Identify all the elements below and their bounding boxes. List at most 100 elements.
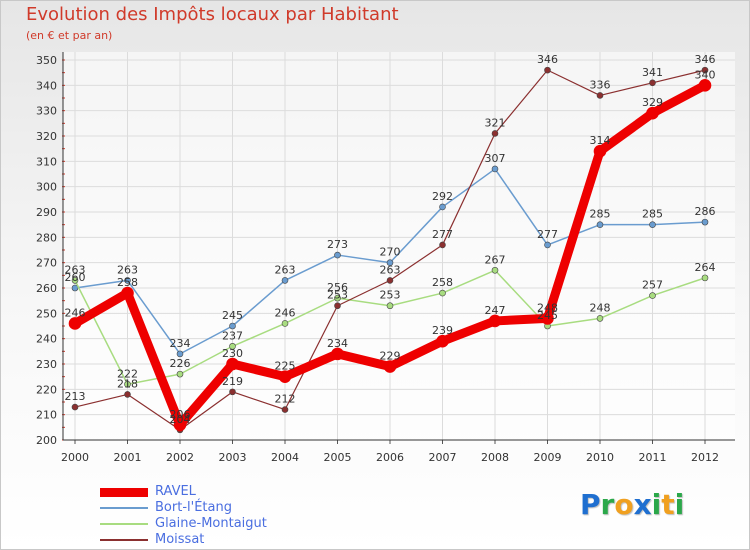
data-label-glaine-montaigut: 237 [222,329,243,342]
data-label-moissat: 277 [432,228,453,241]
data-label-glaine-montaigut: 248 [590,301,611,314]
data-label-moissat: 263 [380,263,401,276]
data-label-ravel: 247 [485,304,506,317]
data-point-moissat [281,406,289,413]
logo-letter: t [661,488,675,521]
data-label-ravel: 340 [695,68,716,81]
legend-label: Glaine-Montaigut [155,516,267,531]
data-point-ravel [226,357,239,371]
data-label-glaine-montaigut: 222 [117,367,138,380]
data-label-glaine-montaigut: 264 [695,261,716,274]
data-label-moissat: 321 [485,116,506,129]
data-label-ravel: 258 [117,276,138,289]
legend-label: Moissat [155,532,205,547]
data-label-bort-l-tang: 285 [642,208,663,221]
logo-letter: r [600,488,615,521]
legend-item-moissat: Moissat [100,532,360,548]
data-label-bort-l-tang: 292 [432,190,453,203]
y-tick-label: 270 [36,257,57,270]
legend-item-bort-l-tang: Bort-l'Étang [100,500,360,516]
data-label-bort-l-tang: 285 [590,208,611,221]
data-point-bort-l-tang [124,277,131,284]
chart-title: Evolution des Impôts locaux par Habitant [26,4,399,25]
data-label-ravel: 248 [537,301,558,314]
data-point-ravel [436,334,449,348]
data-point-glaine-montaigut [701,274,709,282]
data-point-bort-l-tang [701,218,709,226]
x-tick-label: 2001 [114,451,142,464]
logo-letter: P [580,488,601,521]
proxiti-logo: Proxiti [580,488,684,521]
data-label-bort-l-tang: 277 [537,228,558,241]
data-point-ravel [646,106,659,120]
data-point-glaine-montaigut [386,302,394,310]
data-label-bort-l-tang: 245 [222,309,243,322]
y-tick-label: 200 [36,434,57,447]
data-label-moissat: 341 [642,66,663,79]
data-point-glaine-montaigut [649,292,656,299]
data-label-moissat: 218 [117,377,138,390]
data-label-moissat: 212 [275,393,296,406]
legend-label: RAVEL [155,484,196,499]
data-point-glaine-montaigut [71,277,79,284]
data-point-moissat [229,388,236,396]
data-point-ravel [383,360,397,373]
data-label-ravel: 246 [65,306,86,319]
y-tick-label: 350 [36,54,57,67]
data-point-moissat [71,403,79,411]
data-label-ravel: 239 [432,324,453,337]
data-label-moissat: 346 [695,53,716,66]
x-tick-label: 2011 [639,451,667,464]
data-point-ravel [121,286,134,300]
data-label-glaine-montaigut: 246 [275,306,296,319]
legend-item-ravel: RAVEL [100,484,360,500]
legend-swatch [100,539,148,541]
data-label-bort-l-tang: 273 [327,238,348,251]
data-point-glaine-montaigut [491,266,499,274]
y-tick-label: 240 [36,333,57,346]
chart-legend: RAVEL Bort-l'Étang Glaine-Montaigut Moissat [100,484,360,548]
data-point-bort-l-tang [491,165,499,173]
data-point-moissat [386,277,394,284]
data-point-moissat [491,130,499,137]
data-label-glaine-montaigut: 267 [485,253,506,266]
legend-swatch [100,507,148,509]
data-point-bort-l-tang [71,284,79,292]
y-tick-label: 340 [36,79,57,92]
y-tick-label: 310 [36,155,57,168]
data-label-ravel: 230 [222,347,243,360]
axes: 200 210 220 230 240 250 260 270 280 290 300 310 320 3… [36,52,735,464]
data-point-glaine-montaigut [439,289,446,297]
data-point-glaine-montaigut [124,380,131,388]
data-point-ravel [173,418,187,432]
x-tick-label: 2012 [691,451,719,464]
y-tick-label: 210 [36,409,57,422]
y-tick-label: 280 [36,231,57,244]
data-point-bort-l-tang [229,322,236,330]
x-tick-label: 2005 [324,451,352,464]
data-point-moissat [701,66,709,74]
data-point-bort-l-tang [334,251,341,259]
data-label-glaine-montaigut: 256 [327,281,348,294]
y-tick-label: 260 [36,282,57,295]
data-label-glaine-montaigut: 258 [432,276,453,289]
data-label-bort-l-tang: 263 [117,263,138,276]
logo-letter: i [674,488,685,521]
data-point-moissat [124,391,131,398]
data-point-glaine-montaigut [229,342,236,350]
y-tick-label: 330 [36,105,57,118]
data-point-moissat [334,302,341,310]
data-point-bort-l-tang [649,221,656,228]
data-label-glaine-montaigut: 253 [380,289,401,302]
data-point-moissat [649,79,656,87]
data-label-glaine-montaigut: 226 [170,357,191,370]
x-tick-label: 2007 [429,451,457,464]
data-point-bort-l-tang [176,350,184,358]
y-tick-label: 230 [36,358,57,371]
data-point-glaine-montaigut [334,294,341,302]
data-label-glaine-montaigut: 263 [65,263,86,276]
data-point-bort-l-tang [281,277,289,284]
data-label-ravel: 329 [642,96,663,109]
x-tick-label: 2008 [481,451,509,464]
